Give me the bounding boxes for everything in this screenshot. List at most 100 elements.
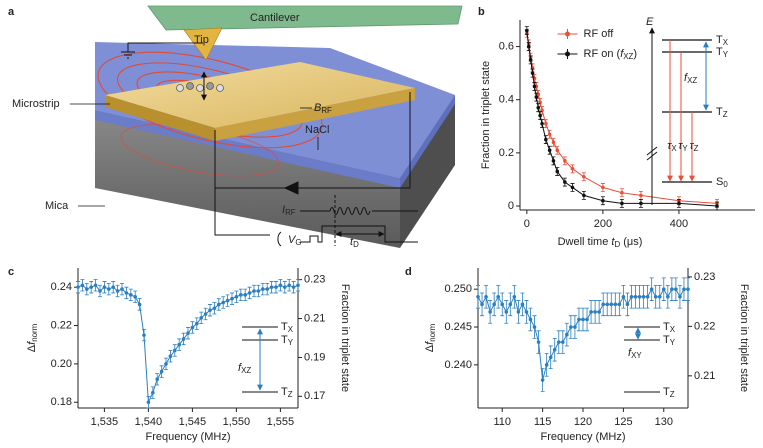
data-point (538, 113, 542, 118)
text-part: RF (285, 208, 296, 217)
data-point (538, 100, 542, 105)
data-point (547, 132, 552, 137)
data-point (544, 137, 548, 142)
y-tick-label: 0.20 (51, 358, 72, 370)
y-axis-label: Δfnorm (26, 323, 39, 352)
nacl-label: NaCl (305, 124, 329, 136)
data-point (540, 121, 544, 126)
data-point (715, 204, 719, 208)
data-point (488, 310, 492, 314)
text-part: Z (288, 390, 293, 399)
data-point (573, 325, 577, 329)
text-part: τ (667, 140, 672, 152)
data-point (287, 283, 292, 288)
data-point (570, 185, 575, 190)
text-part: Δ (424, 344, 436, 352)
data-point (137, 302, 142, 307)
y2-tick-label: 0.23 (694, 271, 715, 283)
y-tick-label: 0.240 (444, 359, 472, 371)
i-rf-label: IRF (282, 204, 296, 217)
tip-label: Tip (194, 34, 209, 46)
data-point (678, 294, 682, 299)
data-point (682, 287, 686, 291)
data-point (585, 317, 589, 322)
data-point (203, 312, 208, 316)
x-tick-label: 125 (614, 416, 632, 428)
text-part: XY (631, 351, 642, 360)
text-part: Z (670, 390, 675, 399)
data-point (221, 300, 225, 305)
data-point (653, 294, 658, 299)
cantilever (147, 5, 463, 31)
data-point (561, 340, 565, 344)
data-point (186, 331, 190, 336)
text-part: f (26, 341, 38, 345)
panel-letter: c (8, 266, 14, 278)
transition-label: fXY (628, 347, 642, 360)
x-axis-label: Frequency (MHz) (541, 431, 626, 443)
data-point (563, 159, 567, 163)
data-point (532, 84, 537, 89)
y-tick-label: 0.2 (499, 147, 514, 159)
circuit (121, 42, 418, 247)
y2-tick-label: 0.17 (304, 390, 325, 402)
level-label: TX (716, 34, 729, 47)
data-point (98, 289, 102, 293)
data-point (528, 58, 533, 62)
mica-label: Mica (45, 200, 69, 212)
text-part: T (281, 386, 288, 398)
data-point (261, 287, 265, 291)
x-axis-label: Frequency (MHz) (146, 431, 231, 443)
text-part: I (282, 204, 285, 216)
data-point (76, 285, 80, 289)
data-point (563, 180, 567, 184)
x-tick-label: 120 (574, 416, 592, 428)
mica-side (400, 95, 455, 248)
y-axis-label: Δfnorm (424, 323, 437, 352)
data-point (661, 287, 666, 291)
data-point (645, 294, 650, 299)
data-point (256, 289, 261, 293)
data-point (296, 283, 300, 288)
data-point (168, 354, 173, 359)
data-point (674, 287, 678, 291)
y-tick-label: 0 (508, 200, 514, 212)
data-point (512, 294, 517, 299)
x-axis-label: Dwell time tD (μs) (558, 236, 643, 249)
text-part: f (684, 72, 688, 84)
y2-axis-label: Fraction in triplet state (339, 284, 351, 392)
text-part: S (716, 176, 723, 188)
data-point (637, 294, 642, 299)
legend-swatch-dot (565, 31, 570, 37)
x-tick-label: 1,540 (135, 416, 163, 428)
text-part: T (663, 321, 670, 333)
data-point (199, 316, 203, 320)
transition-label: fXZ (684, 72, 697, 85)
data-point (620, 201, 624, 206)
data-point (649, 287, 654, 291)
text-part: X (670, 325, 676, 334)
microstrip-end (105, 95, 215, 141)
legend-label: RF on (fXZ) (584, 48, 638, 61)
data-point (582, 193, 586, 198)
data-point (212, 306, 217, 311)
data-point (532, 325, 537, 329)
data-point (629, 294, 634, 299)
microstrip-top (105, 62, 415, 128)
data-point (283, 285, 287, 289)
level-label: TZ (663, 386, 675, 399)
data-point (102, 285, 107, 289)
text-part: Y (288, 338, 294, 347)
data-point (247, 291, 252, 295)
text-part: f (628, 347, 632, 359)
data-point (536, 92, 541, 97)
data-point (208, 308, 212, 312)
data-point (239, 293, 243, 297)
y2-tick-label: 0.19 (304, 351, 325, 363)
data-point (582, 174, 586, 179)
text-part: X (671, 144, 677, 153)
y-tick-label: 0.18 (51, 396, 72, 408)
data-point (508, 302, 513, 307)
nacl-front (95, 110, 400, 188)
y2-tick-label: 0.23 (304, 274, 325, 286)
